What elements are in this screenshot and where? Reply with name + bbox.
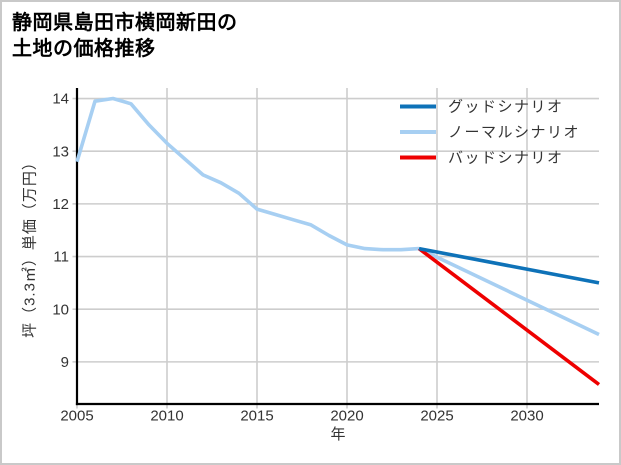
x-axis-label: 年 [330, 426, 346, 443]
x-tick-label: 2005 [60, 408, 93, 425]
series-line-good [418, 246, 600, 285]
y-axis-label: 坪（3.3㎡）単価（万円） [21, 154, 39, 338]
legend-label-bad: バッドシナリオ [448, 150, 564, 167]
y-tick-label: 12 [52, 196, 69, 213]
legend-label-good: グッドシナリオ [448, 99, 564, 116]
x-tick-label: 2020 [330, 408, 363, 425]
y-tick-label: 11 [53, 249, 69, 266]
y-tick-label: 13 [52, 143, 69, 160]
series-lines [75, 96, 601, 386]
x-tick-label: 2015 [240, 408, 273, 425]
axes-spines [75, 88, 599, 406]
y-tick-label: 9 [61, 354, 69, 371]
x-tick-label: 2010 [150, 408, 183, 425]
x-tick-label: 2025 [420, 408, 453, 425]
y-tick-label: 10 [52, 301, 69, 318]
series-line-history [75, 96, 420, 252]
gridlines [76, 88, 599, 404]
y-tick-label: 14 [52, 91, 69, 108]
chart-title: 静岡県島田市横岡新田の 土地の価格推移 [12, 10, 238, 63]
legend-label-normal: ノーマルシナリオ [448, 124, 580, 141]
chart-title-line1: 静岡県島田市横岡新田の [12, 12, 238, 34]
tick-labels: 2005 2010 2015 2020 2025 2030 9 10 11 12 13 14 [52, 91, 543, 425]
series-line-normal [418, 246, 600, 337]
series-line-bad [417, 247, 601, 386]
x-tick-label: 2030 [510, 408, 543, 425]
chart-title-line2: 土地の価格推移 [12, 38, 156, 61]
